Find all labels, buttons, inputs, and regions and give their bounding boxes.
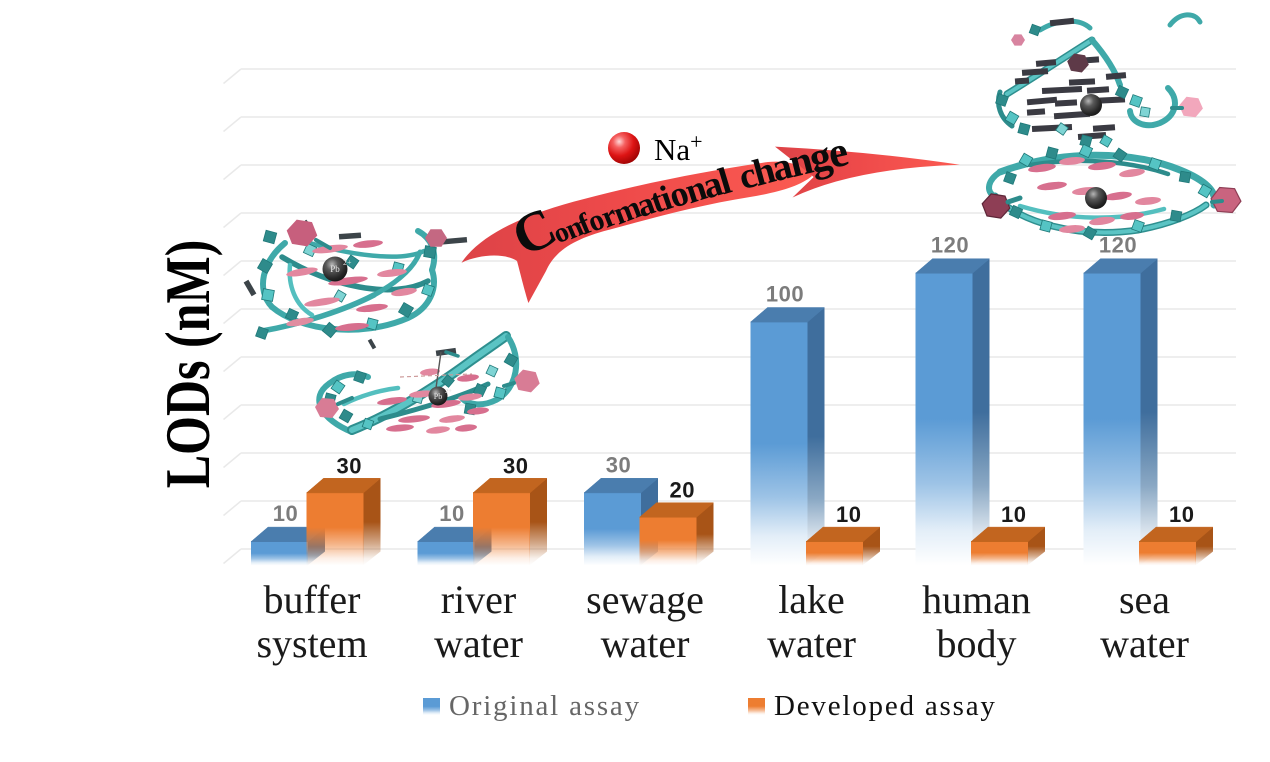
svg-text:10: 10 xyxy=(1001,502,1026,527)
svg-text:LODs (nM): LODs (nM) xyxy=(153,240,223,489)
svg-text:water: water xyxy=(1100,621,1189,666)
svg-text:water: water xyxy=(601,621,690,666)
svg-text:buffer: buffer xyxy=(264,577,361,622)
svg-text:30: 30 xyxy=(503,453,528,478)
svg-text:10: 10 xyxy=(273,501,298,526)
svg-text:120: 120 xyxy=(931,233,969,258)
svg-text:Original assay: Original assay xyxy=(449,690,641,722)
svg-text:water: water xyxy=(434,621,523,666)
svg-text:sea: sea xyxy=(1119,577,1170,622)
svg-text:10: 10 xyxy=(836,502,861,527)
svg-text:body: body xyxy=(937,621,1017,666)
svg-text:2+: 2+ xyxy=(343,258,352,267)
svg-text:120: 120 xyxy=(1099,233,1137,258)
svg-text:10: 10 xyxy=(1169,502,1194,527)
svg-text:30: 30 xyxy=(337,453,362,478)
svg-text:human: human xyxy=(922,577,1031,622)
svg-text:Pb: Pb xyxy=(330,264,340,274)
svg-text:Pb: Pb xyxy=(434,392,442,401)
svg-text:water: water xyxy=(767,621,856,666)
svg-text:Developed assay: Developed assay xyxy=(774,690,997,722)
svg-text:river: river xyxy=(441,577,517,622)
svg-text:30: 30 xyxy=(606,452,631,477)
svg-text:10: 10 xyxy=(439,501,464,526)
svg-text:100: 100 xyxy=(766,282,804,307)
svg-text:2+: 2+ xyxy=(445,388,452,395)
svg-text:sewage: sewage xyxy=(586,577,704,622)
svg-text:lake: lake xyxy=(778,577,845,622)
svg-text:system: system xyxy=(256,621,367,666)
svg-text:20: 20 xyxy=(670,478,695,503)
